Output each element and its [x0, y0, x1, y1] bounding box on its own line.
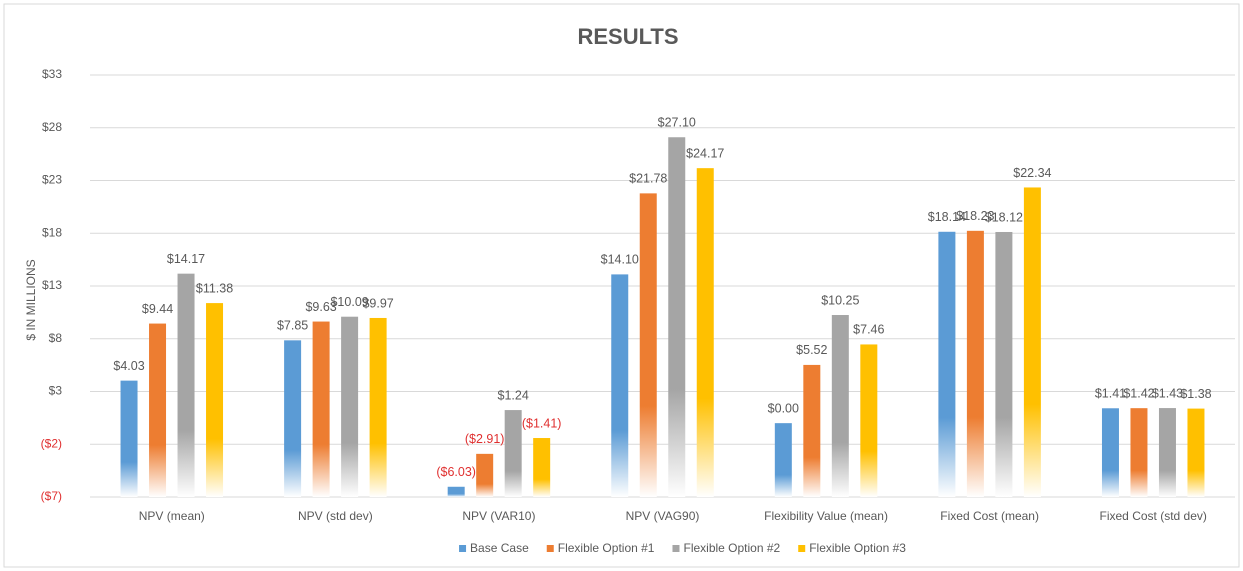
data-label: $9.97 [362, 296, 393, 310]
data-label: $18.23 [956, 209, 994, 223]
bar [1130, 408, 1148, 497]
bar [1023, 187, 1041, 497]
legend-label: Base Case [470, 541, 529, 555]
legend-label: Flexible Option #3 [809, 541, 906, 555]
data-label: $10.09 [330, 295, 368, 309]
legend-swatch [798, 545, 806, 552]
x-tick-label: NPV (VAR10) [462, 509, 535, 523]
bar [177, 273, 195, 497]
data-label: $0.00 [768, 401, 799, 415]
data-label: $1.42 [1123, 386, 1154, 400]
data-label: ($6.03) [436, 465, 476, 479]
bar [1101, 408, 1119, 497]
data-label: $18.14 [928, 210, 966, 224]
bar [995, 231, 1013, 497]
legend-swatch [459, 545, 467, 552]
bar [966, 230, 984, 498]
y-axis-label: $ IN MILLIONS [24, 259, 38, 340]
data-label: $21.78 [629, 172, 667, 186]
data-label: $5.52 [796, 343, 827, 357]
bar [696, 168, 714, 497]
legend-label: Flexible Option #1 [558, 541, 655, 555]
bar [447, 486, 465, 497]
data-label: $1.43 [1152, 386, 1183, 400]
data-label: $18.12 [985, 210, 1023, 224]
bar [312, 321, 330, 497]
x-tick-label: Fixed Cost (std dev) [1100, 509, 1207, 523]
x-tick-label: NPV (mean) [139, 509, 205, 523]
bar [504, 410, 522, 497]
bar [1187, 408, 1205, 497]
y-tick-label: $28 [42, 120, 62, 134]
legend-label: Flexible Option #2 [683, 541, 780, 555]
bar [206, 303, 224, 497]
data-label: $11.38 [196, 281, 233, 295]
bar [120, 380, 138, 497]
data-label: $9.44 [142, 302, 173, 316]
bar [149, 323, 167, 497]
data-label: $7.85 [277, 319, 308, 333]
bar [668, 137, 686, 497]
y-tick-label: $3 [49, 384, 63, 398]
data-label: $10.25 [821, 293, 859, 307]
data-label: ($1.41) [522, 416, 562, 430]
bar [533, 438, 551, 497]
y-tick-label: $23 [42, 173, 62, 187]
bar [938, 231, 956, 497]
data-label: ($2.91) [465, 432, 505, 446]
legend-swatch [546, 545, 554, 552]
data-label: $4.03 [113, 359, 144, 373]
bar [831, 315, 849, 497]
data-label: $22.34 [1013, 166, 1051, 180]
x-tick-label: Flexibility Value (mean) [764, 509, 888, 523]
y-tick-label: $8 [49, 331, 63, 345]
x-tick-label: NPV (std dev) [298, 509, 373, 523]
data-label: $1.24 [498, 388, 529, 402]
bar [611, 274, 629, 497]
bar [803, 364, 821, 497]
data-label: $24.17 [686, 146, 724, 160]
bar [639, 193, 657, 497]
y-tick-label: $13 [42, 278, 62, 292]
x-tick-label: NPV (VAG90) [626, 509, 700, 523]
y-tick-label: ($2) [41, 436, 62, 450]
data-label: $27.10 [658, 116, 696, 130]
x-tick-label: Fixed Cost (mean) [940, 509, 1039, 523]
bar [1158, 408, 1176, 497]
data-label: $14.10 [601, 253, 639, 267]
y-tick-label: $18 [42, 225, 62, 239]
y-tick-label: $33 [42, 67, 62, 81]
bar [476, 453, 494, 497]
y-tick-label: ($7) [41, 489, 62, 503]
data-label: $9.63 [305, 300, 336, 314]
bar [774, 423, 792, 497]
bar [860, 344, 878, 497]
data-label: $7.46 [853, 323, 884, 337]
chart-title: RESULTS [577, 24, 678, 49]
data-label: $1.38 [1180, 387, 1211, 401]
bar [341, 316, 359, 497]
data-label: $14.17 [167, 252, 205, 266]
bar [284, 340, 302, 497]
bar [369, 317, 387, 497]
data-label: $1.41 [1095, 387, 1126, 401]
legend-swatch [672, 545, 680, 552]
